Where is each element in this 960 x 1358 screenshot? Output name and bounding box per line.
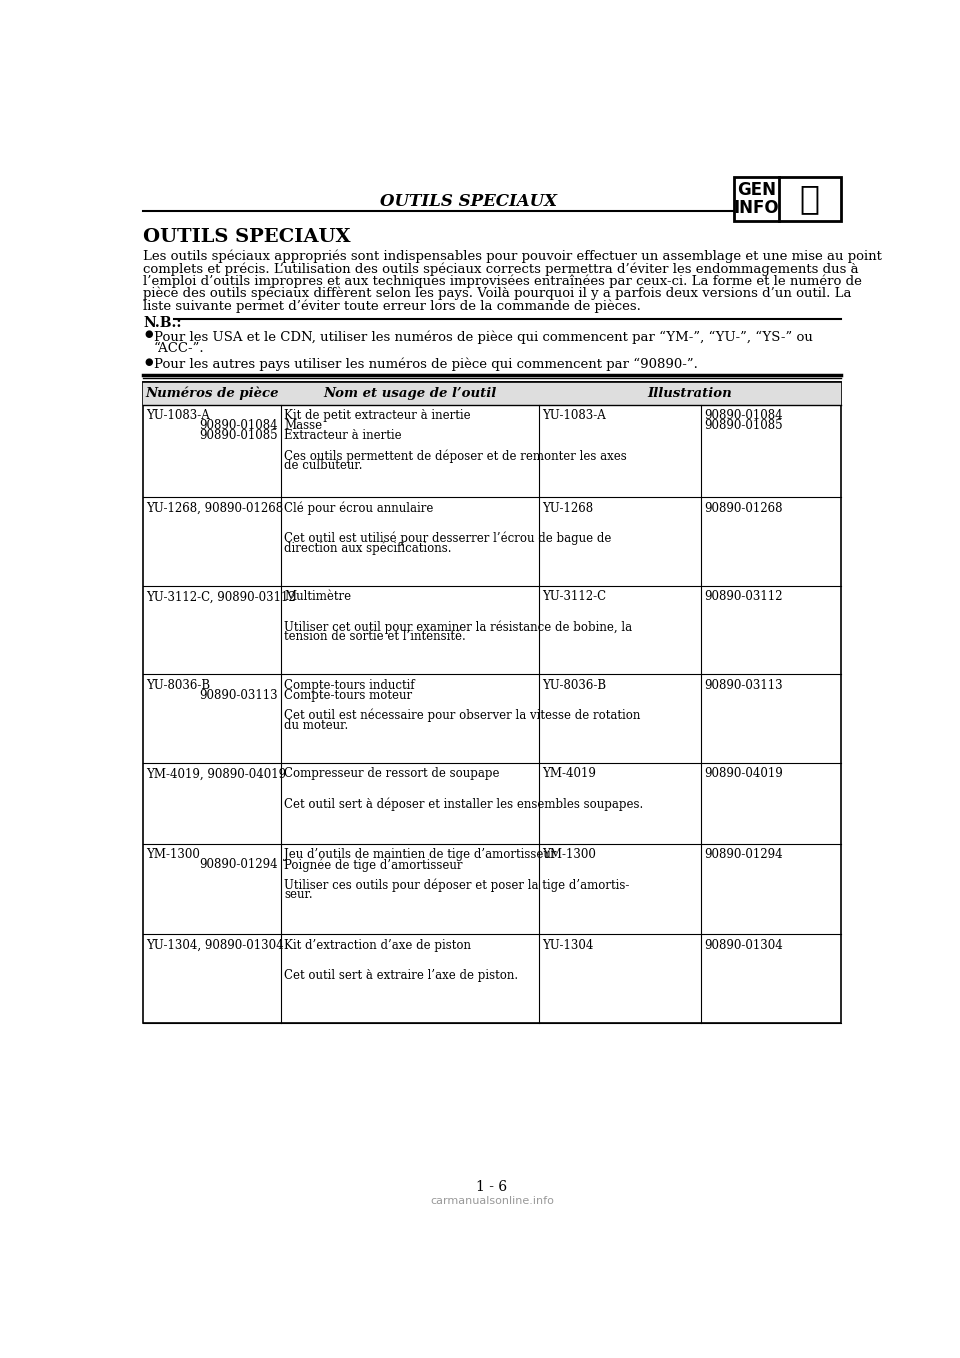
Bar bbox=[733, 177, 841, 221]
Text: YU-3112-C: YU-3112-C bbox=[541, 591, 606, 603]
Text: YU-1268, 90890-01268: YU-1268, 90890-01268 bbox=[146, 501, 283, 515]
Text: Cet outil est utilisé pour desserrer l’écrou de bague de: Cet outil est utilisé pour desserrer l’é… bbox=[284, 532, 612, 546]
Text: ●: ● bbox=[145, 330, 154, 340]
Text: 90890-01268: 90890-01268 bbox=[705, 501, 782, 515]
Text: ●: ● bbox=[145, 357, 154, 367]
Text: Pour les USA et le CDN, utiliser les numéros de pièce qui commencent par “YM-”, : Pour les USA et le CDN, utiliser les num… bbox=[155, 330, 813, 344]
Text: complets et précis. L’utilisation des outils spéciaux corrects permettra d’évite: complets et précis. L’utilisation des ou… bbox=[143, 262, 859, 276]
Text: YU-1083-A: YU-1083-A bbox=[146, 409, 210, 422]
Text: 90890-04019: 90890-04019 bbox=[705, 767, 783, 781]
Text: Poignée de tige d’amortisseur: Poignée de tige d’amortisseur bbox=[284, 858, 463, 872]
Text: liste suivante permet d’éviter toute erreur lors de la commande de pièces.: liste suivante permet d’éviter toute err… bbox=[143, 299, 641, 312]
Text: YU-1083-A: YU-1083-A bbox=[541, 409, 606, 422]
Text: N.B.:: N.B.: bbox=[143, 316, 181, 330]
Text: pièce des outils spéciaux diffèrent selon les pays. Voilà pourquoi il y a parfoi: pièce des outils spéciaux diffèrent selo… bbox=[143, 287, 852, 300]
Text: Ces outils permettent de déposer et de remonter les axes: Ces outils permettent de déposer et de r… bbox=[284, 449, 627, 463]
Text: Cet outil sert à déposer et installer les ensembles soupapes.: Cet outil sert à déposer et installer le… bbox=[284, 797, 643, 811]
Text: 90890-01084: 90890-01084 bbox=[200, 420, 278, 432]
Text: 90890-03112: 90890-03112 bbox=[705, 591, 782, 603]
Text: Utiliser cet outil pour examiner la résistance de bobine, la: Utiliser cet outil pour examiner la rési… bbox=[284, 621, 633, 634]
Text: YM-1300: YM-1300 bbox=[541, 849, 595, 861]
Text: Utiliser ces outils pour déposer et poser la tige d’amortis-: Utiliser ces outils pour déposer et pose… bbox=[284, 879, 630, 892]
Text: Compte-tours moteur: Compte-tours moteur bbox=[284, 689, 413, 702]
Text: 90890-03113: 90890-03113 bbox=[705, 679, 783, 691]
Text: Kit de petit extracteur à inertie: Kit de petit extracteur à inertie bbox=[284, 409, 471, 422]
Text: Masse: Masse bbox=[284, 420, 323, 432]
Text: Numéros de pièce: Numéros de pièce bbox=[146, 387, 279, 401]
Text: 90890-01085: 90890-01085 bbox=[200, 429, 278, 443]
Bar bbox=[143, 382, 841, 405]
Text: YM-4019: YM-4019 bbox=[541, 767, 595, 781]
Bar bbox=[143, 382, 841, 1023]
Text: 90890-01304: 90890-01304 bbox=[705, 940, 783, 952]
Text: Clé pour écrou annulaire: Clé pour écrou annulaire bbox=[284, 501, 434, 515]
Text: OUTILS SPECIAUX: OUTILS SPECIAUX bbox=[143, 228, 350, 246]
Text: YU-1268: YU-1268 bbox=[541, 501, 592, 515]
Text: Nom et usage de l’outil: Nom et usage de l’outil bbox=[324, 387, 496, 399]
Text: 90890-01294: 90890-01294 bbox=[200, 858, 278, 872]
Text: YU-1304: YU-1304 bbox=[541, 940, 593, 952]
Text: Les outils spéciaux appropriés sont indispensables pour pouvoir effectuer un ass: Les outils spéciaux appropriés sont indi… bbox=[143, 250, 882, 263]
Text: OUTILS SPECIAUX: OUTILS SPECIAUX bbox=[380, 193, 557, 210]
Text: YM-1300: YM-1300 bbox=[146, 849, 201, 861]
Text: Kit d’extraction d’axe de piston: Kit d’extraction d’axe de piston bbox=[284, 940, 471, 952]
Text: carmanualsonline.info: carmanualsonline.info bbox=[430, 1196, 554, 1206]
Text: YM-4019, 90890-04019: YM-4019, 90890-04019 bbox=[146, 767, 286, 781]
Text: Compte-tours inductif: Compte-tours inductif bbox=[284, 679, 415, 691]
Text: Extracteur à inertie: Extracteur à inertie bbox=[284, 429, 402, 443]
Text: seur.: seur. bbox=[284, 888, 313, 902]
Text: Cet outil est nécessaire pour observer la vitesse de rotation: Cet outil est nécessaire pour observer l… bbox=[284, 709, 640, 722]
Text: YU-1304, 90890-01304: YU-1304, 90890-01304 bbox=[146, 940, 284, 952]
Text: YU-8036-B: YU-8036-B bbox=[146, 679, 210, 691]
Text: 90890-01084: 90890-01084 bbox=[705, 409, 783, 422]
Text: 1 - 6: 1 - 6 bbox=[476, 1180, 508, 1194]
Text: Illustration: Illustration bbox=[647, 387, 732, 399]
Text: Jeu d’outils de maintien de tige d’amortisseur: Jeu d’outils de maintien de tige d’amort… bbox=[284, 849, 557, 861]
Text: de culbuteur.: de culbuteur. bbox=[284, 459, 363, 473]
Text: “ACC-”.: “ACC-”. bbox=[155, 342, 204, 356]
Text: YU-8036-B: YU-8036-B bbox=[541, 679, 606, 691]
Text: GEN: GEN bbox=[736, 181, 776, 198]
Text: l’emploi d’outils impropres et aux techniques improvisées entraînées par ceux-ci: l’emploi d’outils impropres et aux techn… bbox=[143, 274, 862, 288]
Text: tension de sortie et l’intensité.: tension de sortie et l’intensité. bbox=[284, 630, 466, 644]
Text: 90890-01294: 90890-01294 bbox=[705, 849, 783, 861]
Text: 🏍: 🏍 bbox=[799, 182, 819, 216]
Text: direction aux spécifications.: direction aux spécifications. bbox=[284, 542, 452, 555]
Text: 90890-03113: 90890-03113 bbox=[200, 689, 278, 702]
Text: Compresseur de ressort de soupape: Compresseur de ressort de soupape bbox=[284, 767, 500, 781]
Text: Multimètre: Multimètre bbox=[284, 591, 351, 603]
Text: YU-3112-C, 90890-03112: YU-3112-C, 90890-03112 bbox=[146, 591, 296, 603]
Text: du moteur.: du moteur. bbox=[284, 718, 348, 732]
Text: Cet outil sert à extraire l’axe de piston.: Cet outil sert à extraire l’axe de pisto… bbox=[284, 970, 518, 982]
Text: Pour les autres pays utiliser les numéros de pièce qui commencent par “90890-”.: Pour les autres pays utiliser les numéro… bbox=[155, 357, 698, 371]
Text: INFO: INFO bbox=[733, 200, 780, 217]
Text: 90890-01085: 90890-01085 bbox=[705, 420, 783, 432]
